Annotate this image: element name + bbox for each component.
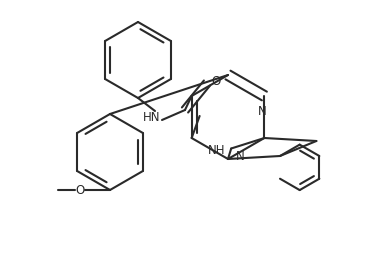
Text: N: N [236, 151, 245, 164]
Text: NH: NH [208, 144, 225, 157]
Text: O: O [75, 184, 85, 197]
Text: O: O [211, 75, 220, 88]
Text: N: N [258, 105, 267, 118]
Text: HN: HN [143, 110, 161, 124]
